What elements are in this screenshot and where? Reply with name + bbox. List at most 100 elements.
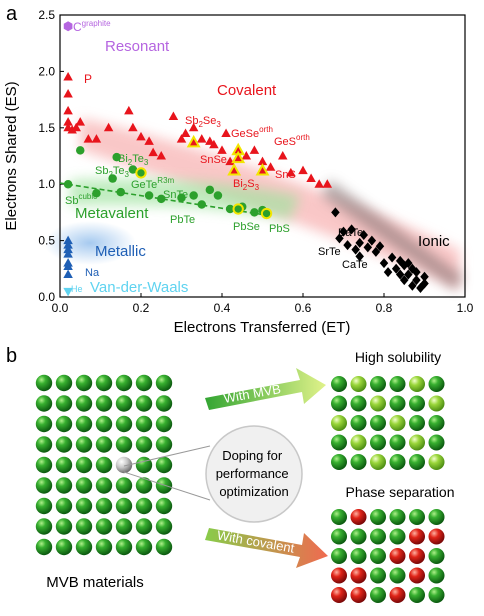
covalent-marker: [298, 165, 308, 175]
green-atom: [370, 587, 386, 603]
label-gete-r3m: GeTeR3m: [131, 176, 175, 191]
green-atom: [428, 415, 445, 431]
metallic-marker: [63, 235, 73, 245]
green-atom: [350, 454, 367, 470]
green-atom: [115, 436, 133, 453]
green-atom: [370, 548, 386, 564]
light-green-atom: [428, 454, 445, 470]
green-atom: [75, 436, 93, 453]
green-atom: [35, 518, 53, 535]
y-tick-label: 0.5: [38, 234, 55, 248]
green-atom: [331, 395, 347, 412]
covalent-marker: [257, 156, 268, 166]
metavalent-marker: [128, 165, 138, 174]
panel-a: a 0.0 0.2 0.4 0.6 0.8 1.0 0.00.51.01.52.02.5 …: [3, 3, 474, 336]
covalent-marker: [249, 145, 260, 154]
covalent-marker: [71, 122, 81, 132]
label-na: Na: [85, 267, 100, 279]
green-atom: [389, 454, 406, 470]
red-atom: [331, 567, 347, 584]
green-atom: [331, 509, 347, 525]
green-atom: [331, 434, 347, 451]
green-atom: [409, 454, 425, 470]
connector-bottom: [123, 471, 211, 501]
light-green-atom: [409, 434, 425, 451]
green-atom: [115, 415, 133, 433]
green-atom: [428, 567, 445, 584]
light-green-atom: [331, 415, 347, 431]
green-atom: [115, 538, 133, 556]
green-atom: [428, 509, 445, 525]
label-bate: BaTe: [338, 227, 363, 239]
label-snse: SnSe: [200, 154, 227, 166]
x-axis: 0.0 0.2 0.4 0.6 0.8 1.0: [52, 293, 474, 315]
green-atom: [135, 395, 153, 412]
green-atom: [55, 518, 73, 535]
label-cate: CaTe: [342, 259, 368, 271]
covalent-marker-highlighted: [186, 134, 201, 148]
green-atom: [135, 538, 153, 556]
green-atom: [135, 374, 153, 392]
green-atom: [35, 415, 53, 433]
connector-top: [123, 445, 211, 467]
green-atom: [55, 415, 73, 433]
covalent-marker: [188, 122, 199, 132]
green-atom: [135, 415, 153, 433]
green-atom: [75, 538, 93, 556]
green-atom: [370, 567, 386, 584]
ionic-marker: [355, 237, 364, 248]
covalent-marker: [83, 134, 94, 143]
green-atom: [75, 374, 93, 392]
covalent-marker: [241, 151, 252, 160]
covalent-marker: [136, 131, 146, 141]
green-atom: [350, 528, 367, 545]
covalent-marker: [322, 179, 333, 188]
light-green-atom: [350, 376, 367, 392]
covalent-marker: [209, 139, 219, 149]
region-label-covalent: Covalent: [217, 82, 277, 99]
label-snte: SnTe: [163, 189, 188, 201]
green-atom: [95, 395, 113, 412]
green-atom: [75, 456, 93, 474]
covalent-marker: [197, 134, 207, 143]
van-der-waals-marker: [63, 287, 73, 297]
green-atom: [331, 528, 347, 545]
metallic-marker: [63, 261, 73, 271]
mvb-atom-grid: [35, 374, 173, 556]
green-atom: [350, 548, 367, 564]
covalent-marker: [63, 117, 73, 126]
ionic-marker: [379, 258, 389, 269]
green-atom: [95, 497, 113, 515]
ionic-marker: [404, 258, 413, 269]
metavalent-marker: [197, 200, 206, 209]
high-solubility-label: High solubility: [355, 349, 441, 365]
metavalent-marker: [92, 188, 101, 198]
x-tick-label: 0.8: [376, 301, 393, 315]
green-atom: [428, 587, 445, 603]
metavalent-marker: [189, 191, 198, 200]
ionic-marker: [355, 251, 364, 262]
green-atom: [370, 509, 386, 525]
covalent-marker: [176, 134, 187, 143]
data-markers: [63, 21, 429, 297]
x-tick-label: 0.6: [295, 301, 312, 315]
green-atom: [115, 395, 133, 412]
metavalent-marker: [205, 185, 215, 195]
covalent-marker: [63, 88, 73, 98]
covalent-marker-highlighted: [227, 163, 242, 176]
plot-frame: [59, 14, 466, 298]
green-atom: [95, 374, 113, 392]
metavalent-marker: [250, 208, 259, 217]
green-atom: [155, 395, 173, 412]
arrow-with-mvb-label: With MVB: [222, 381, 282, 406]
ionic-marker: [412, 267, 421, 278]
covalent-marker: [168, 111, 179, 121]
covalent-marker: [75, 117, 85, 126]
y-axis: 0.0 0.5 1.0 1.5 2.0 2.5: [38, 8, 64, 304]
green-atom: [135, 477, 153, 494]
ionic-marker: [351, 244, 360, 255]
red-atom: [409, 528, 425, 545]
green-atom: [331, 454, 347, 470]
x-tick-label: 1.0: [457, 301, 474, 315]
green-atom: [409, 415, 425, 431]
